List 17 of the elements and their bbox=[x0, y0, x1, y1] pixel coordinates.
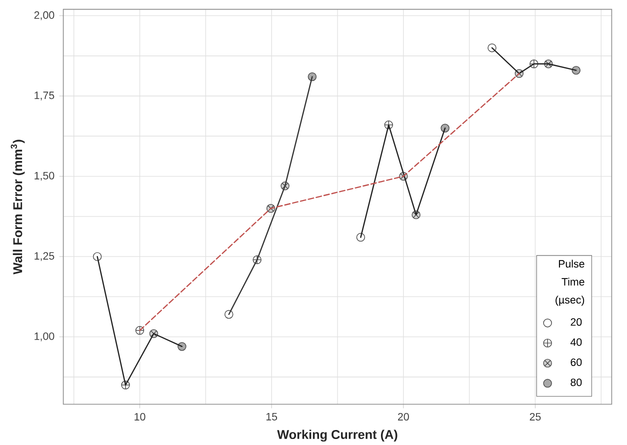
x-tick-label: 20 bbox=[398, 413, 409, 421]
y-tick-label: 1,50 bbox=[34, 172, 54, 181]
y-tick-label: 1,00 bbox=[34, 332, 54, 342]
x-tick-label: 25 bbox=[530, 413, 541, 421]
legend-label: 80 bbox=[570, 378, 582, 386]
y-axis-title: Wall Form Error (mm$^{3}$) bbox=[10, 140, 25, 274]
y-tick-label: 1,25 bbox=[34, 252, 54, 261]
point bbox=[224, 310, 234, 319]
x-tick-label: 15 bbox=[266, 412, 278, 420]
legend-title: Pulse Time (µsec) bbox=[556, 260, 584, 306]
x-tick-label: 10 bbox=[134, 413, 146, 421]
y-tick-label: 2,00 bbox=[34, 11, 54, 20]
legend-label: 40 bbox=[570, 338, 582, 346]
y-tick-label: 1,75 bbox=[34, 92, 54, 100]
legend-label: 60 bbox=[570, 358, 582, 366]
legend-label: 20 bbox=[570, 318, 582, 326]
x-axis-title: Working Current (A) bbox=[277, 430, 398, 442]
